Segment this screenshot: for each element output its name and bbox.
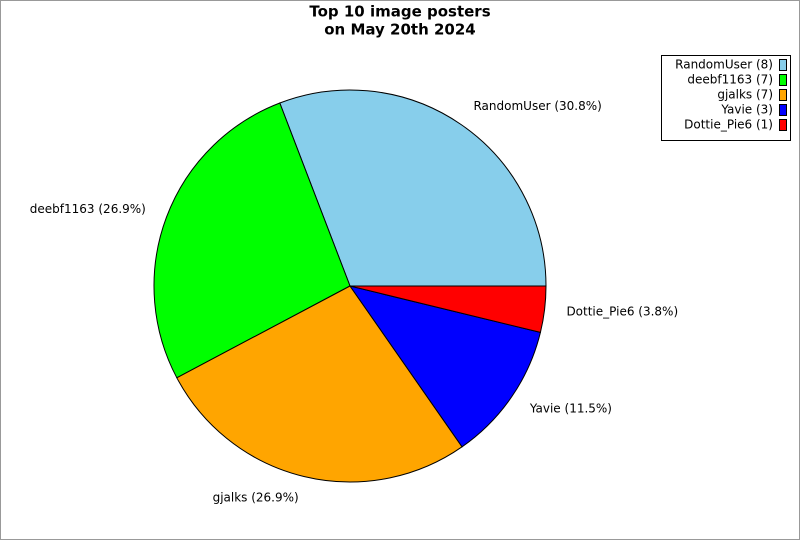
pie-slice (348, 285, 542, 448)
chart-title: Top 10 image posters (309, 3, 490, 21)
chart-title: on May 20th 2024 (324, 21, 476, 39)
pie-slice (349, 285, 547, 334)
legend-label: Yavie (3) (720, 103, 773, 117)
slice-label: gjalks (26.9%) (213, 490, 299, 504)
legend-swatch (779, 119, 787, 131)
legend-swatch (779, 59, 787, 71)
legend-box (661, 55, 791, 141)
legend-swatch (779, 104, 787, 116)
legend-swatch (779, 89, 787, 101)
pie-slice (176, 285, 463, 483)
slice-label: RandomUser (30.8%) (473, 99, 601, 113)
legend-label: RandomUser (8) (675, 58, 773, 72)
legend-label: Dottie_Pie6 (1) (684, 118, 773, 132)
legend-label: deebf1163 (7) (687, 73, 773, 87)
slice-label: deebf1163 (26.9%) (30, 202, 146, 216)
legend-label: gjalks (7) (717, 88, 773, 102)
slice-label: Yavie (11.5%) (529, 402, 612, 416)
pie-slice (153, 102, 351, 379)
pie-slice (279, 89, 547, 287)
slice-label: Dottie_Pie6 (3.8%) (566, 304, 678, 318)
legend-swatch (779, 74, 787, 86)
